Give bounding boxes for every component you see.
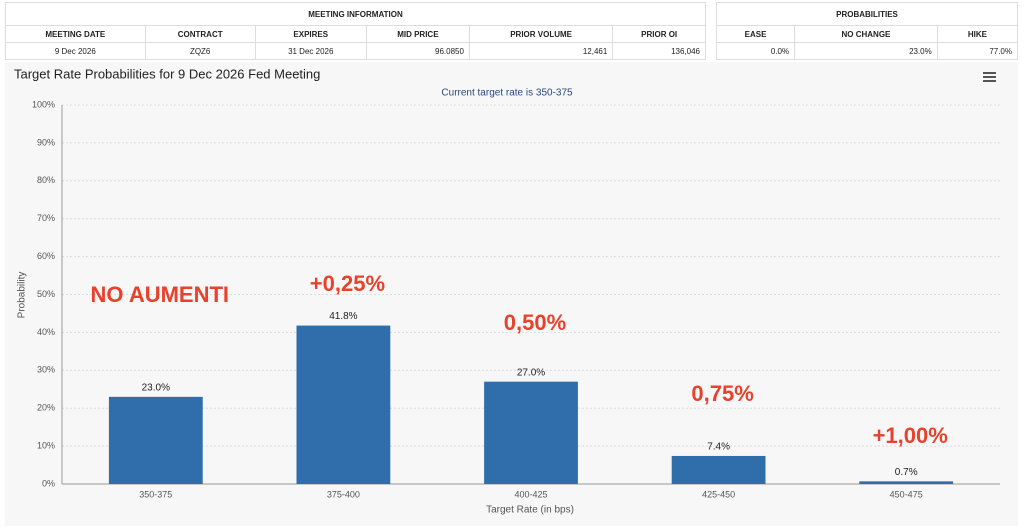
x-tick-label: 400-425 <box>514 489 547 499</box>
x-tick-label: 350-375 <box>139 489 172 499</box>
y-tick-label: 60% <box>37 251 55 261</box>
cell: 96.0850 <box>365 42 470 60</box>
bar <box>108 396 203 484</box>
chart-subtitle: Current target rate is 350-375 <box>441 88 573 99</box>
y-tick-label: 20% <box>37 403 55 413</box>
probabilities-table: PROBABILITIES EASE NO CHANGE HIKE 0.0% 2… <box>715 2 1019 60</box>
x-tick-label: 375-400 <box>327 489 360 499</box>
cell: ZQZ6 <box>144 42 256 60</box>
x-axis-label: Target Rate (in bps) <box>486 505 574 516</box>
annotation: 0,75% <box>691 381 753 406</box>
annotation: 0,50% <box>504 310 566 335</box>
meeting-info-table: MEETING INFORMATION MEETING DATE CONTRAC… <box>5 2 706 60</box>
menu-bar <box>983 80 996 82</box>
value-label: 27.0% <box>517 367 545 378</box>
menu-bar <box>983 76 996 78</box>
table-title: PROBABILITIES <box>716 2 1018 26</box>
y-tick-label: 100% <box>32 99 55 109</box>
bar <box>296 325 391 484</box>
y-axis-label: Probability <box>17 272 28 319</box>
y-tick-label: 30% <box>37 365 55 375</box>
cell: 31 Dec 2026 <box>254 42 367 60</box>
menu-bar <box>983 72 996 74</box>
bar <box>671 455 766 484</box>
y-tick-label: 10% <box>37 440 55 450</box>
x-tick-label: 450-475 <box>890 489 923 499</box>
y-tick-label: 70% <box>37 213 55 223</box>
cell: 12,461 <box>468 42 614 60</box>
annotation: +0,25% <box>310 271 385 296</box>
cell: 136,046 <box>612 42 706 60</box>
menu-button[interactable] <box>983 72 996 82</box>
value-label: 7.4% <box>707 442 730 453</box>
bar <box>484 381 578 484</box>
y-tick-label: 80% <box>37 175 55 185</box>
y-tick-label: 50% <box>37 289 55 299</box>
y-tick-label: 90% <box>37 137 55 147</box>
y-tick-label: 0% <box>42 478 55 488</box>
value-label: 23.0% <box>142 382 170 393</box>
cell: 0.0% <box>715 42 796 60</box>
cell: 77.0% <box>936 42 1019 60</box>
value-label: 41.8% <box>329 311 357 322</box>
bar <box>859 481 954 484</box>
chart-title: Target Rate Probabilities for 9 Dec 2026… <box>14 66 320 81</box>
value-label: 0.7% <box>895 467 918 478</box>
annotation: +1,00% <box>873 423 948 448</box>
y-tick-label: 40% <box>37 327 55 337</box>
annotation: NO AUMENTI <box>91 282 230 307</box>
x-tick-label: 425-450 <box>702 489 735 499</box>
